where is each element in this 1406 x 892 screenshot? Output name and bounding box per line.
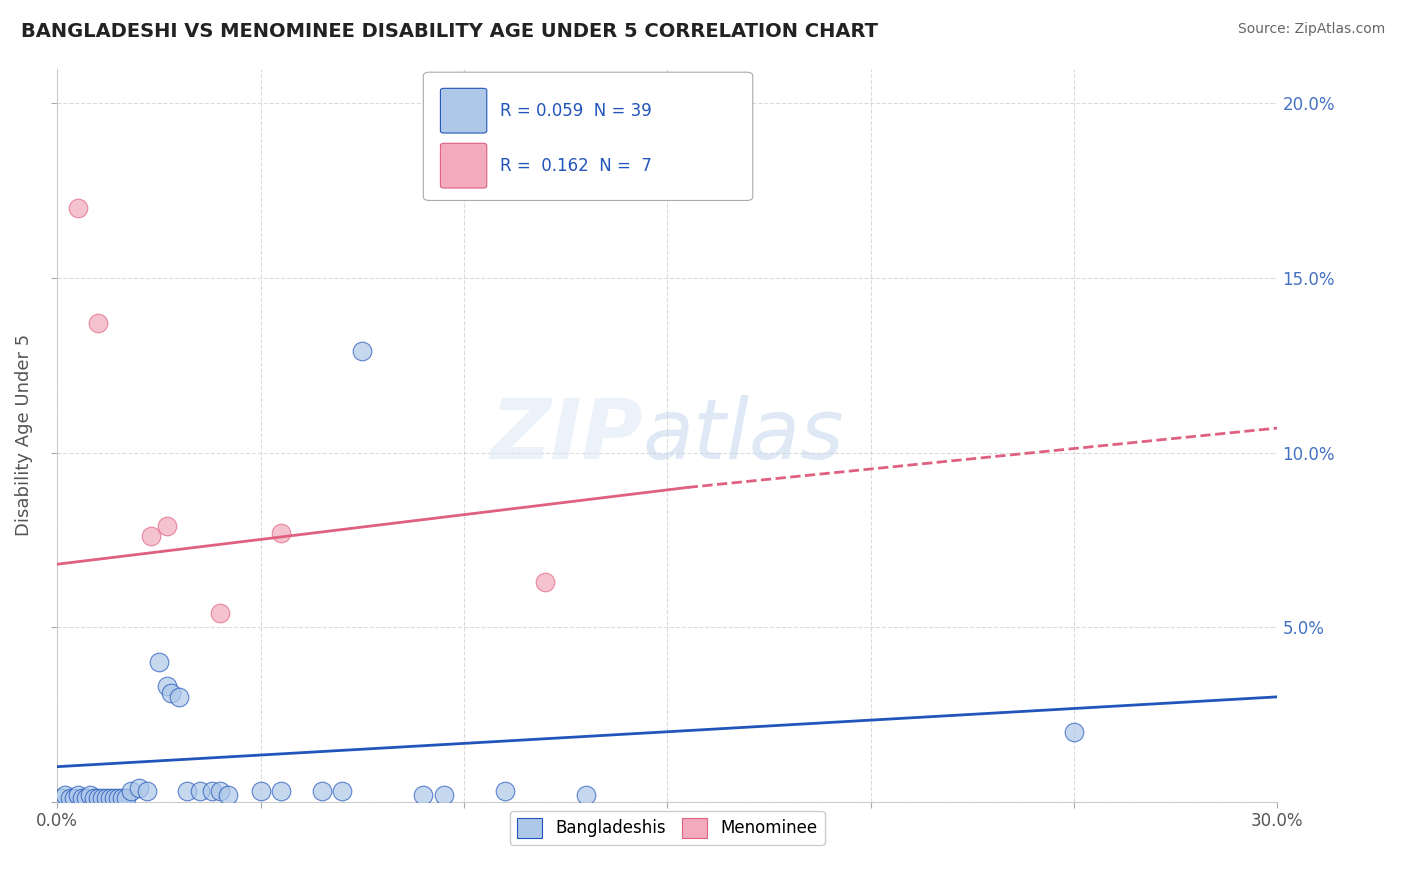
- Point: [87, 316, 110, 330]
- Point: [91, 791, 114, 805]
- Text: atlas: atlas: [643, 394, 845, 475]
- Point: [208, 784, 231, 798]
- Legend: Bangladeshis, Menominee: Bangladeshis, Menominee: [510, 811, 824, 845]
- Point: [75, 791, 97, 805]
- Point: [94, 791, 117, 805]
- Point: [270, 784, 292, 798]
- Y-axis label: Disability Age Under 5: Disability Age Under 5: [15, 334, 32, 536]
- FancyBboxPatch shape: [423, 72, 752, 201]
- Point: [176, 784, 198, 798]
- Point: [156, 518, 179, 533]
- Text: BANGLADESHI VS MENOMINEE DISABILITY AGE UNDER 5 CORRELATION CHART: BANGLADESHI VS MENOMINEE DISABILITY AGE …: [21, 22, 879, 41]
- Point: [62, 791, 84, 805]
- Point: [311, 784, 333, 798]
- Point: [156, 679, 179, 693]
- Text: R =  0.162  N =  7: R = 0.162 N = 7: [501, 157, 652, 175]
- Point: [66, 788, 89, 802]
- Point: [139, 529, 162, 543]
- Point: [412, 788, 434, 802]
- Point: [352, 344, 374, 359]
- Point: [98, 791, 121, 805]
- Point: [534, 574, 557, 589]
- Text: Source: ZipAtlas.com: Source: ZipAtlas.com: [1237, 22, 1385, 37]
- Point: [330, 784, 353, 798]
- Point: [55, 788, 77, 802]
- Point: [169, 690, 191, 704]
- Point: [1063, 724, 1085, 739]
- Text: ZIP: ZIP: [491, 394, 643, 475]
- Point: [103, 791, 125, 805]
- Point: [115, 791, 138, 805]
- Point: [70, 791, 93, 805]
- FancyBboxPatch shape: [440, 88, 486, 133]
- Point: [58, 791, 80, 805]
- Point: [188, 784, 211, 798]
- Point: [270, 525, 292, 540]
- Point: [51, 791, 73, 805]
- Point: [249, 784, 271, 798]
- Text: R = 0.059  N = 39: R = 0.059 N = 39: [501, 102, 652, 120]
- Point: [433, 788, 456, 802]
- Point: [107, 791, 129, 805]
- Point: [87, 791, 110, 805]
- Point: [111, 791, 134, 805]
- Point: [201, 784, 224, 798]
- Point: [83, 791, 105, 805]
- Point: [120, 784, 142, 798]
- Point: [79, 788, 101, 802]
- Point: [160, 686, 183, 700]
- Point: [128, 780, 150, 795]
- Point: [66, 201, 89, 215]
- Point: [135, 784, 157, 798]
- FancyBboxPatch shape: [440, 144, 486, 188]
- Point: [208, 606, 231, 620]
- Point: [494, 784, 516, 798]
- Point: [217, 788, 239, 802]
- Point: [148, 655, 170, 669]
- Point: [575, 788, 598, 802]
